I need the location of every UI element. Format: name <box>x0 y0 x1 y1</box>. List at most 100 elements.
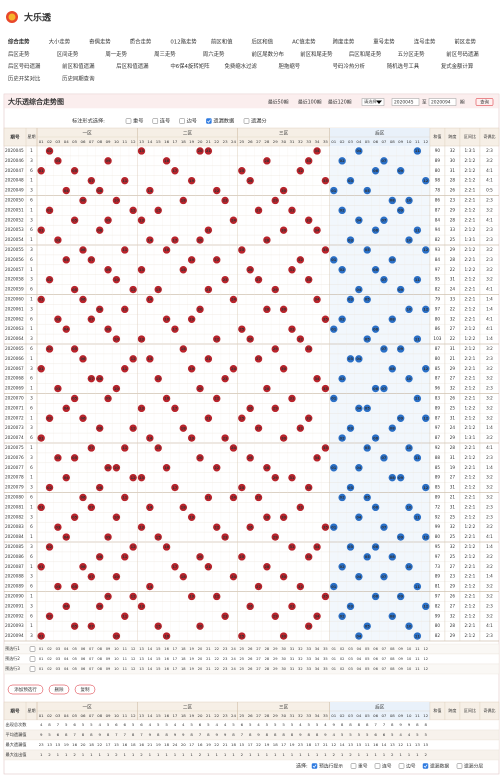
prediction-number[interactable]: 04 <box>64 647 69 651</box>
prediction-number[interactable]: 23 <box>223 657 228 661</box>
prediction-number[interactable]: 02 <box>340 657 345 661</box>
prediction-number[interactable]: 10 <box>114 657 119 661</box>
prediction-number[interactable]: 15 <box>156 667 161 671</box>
prediction-number[interactable]: 07 <box>382 647 387 651</box>
prediction-number[interactable]: 29 <box>273 647 278 651</box>
prediction-number[interactable]: 24 <box>231 657 236 661</box>
prediction-number[interactable]: 31 <box>290 667 295 671</box>
prediction-number[interactable]: 35 <box>323 647 328 651</box>
prediction-number[interactable]: 03 <box>348 657 353 661</box>
input-box[interactable] <box>428 98 457 106</box>
nav-link[interactable]: 跨度走势 <box>333 38 355 46</box>
prediction-number[interactable]: 10 <box>407 667 412 671</box>
prediction-number[interactable]: 32 <box>298 657 303 661</box>
prediction-number[interactable]: 12 <box>131 647 136 651</box>
prediction-number[interactable]: 33 <box>306 667 311 671</box>
prediction-number[interactable]: 20 <box>198 667 203 671</box>
prediction-number[interactable]: 13 <box>139 667 144 671</box>
nav-link[interactable]: 前区和值遗漏 <box>62 62 95 70</box>
nav-link[interactable]: 后区走势 <box>8 50 30 58</box>
nav-link[interactable]: 综合走势 <box>8 38 30 46</box>
prediction-number[interactable]: 30 <box>281 667 286 671</box>
recent-link[interactable]: 最近50期 <box>268 99 289 106</box>
option-text[interactable]: 遗漏数据 <box>213 117 234 125</box>
checkbox[interactable] <box>350 763 357 769</box>
prediction-number[interactable]: 04 <box>64 657 69 661</box>
prediction-number[interactable]: 07 <box>89 647 94 651</box>
prediction-number[interactable]: 12 <box>423 647 428 651</box>
prediction-number[interactable]: 11 <box>122 667 127 671</box>
prediction-number[interactable]: 20 <box>198 647 203 651</box>
prediction-number[interactable]: 25 <box>240 657 245 661</box>
prediction-number[interactable]: 19 <box>189 657 194 661</box>
prediction-number[interactable]: 21 <box>206 647 211 651</box>
prediction-number[interactable]: 08 <box>97 657 102 661</box>
footer-option[interactable]: 遗漏数据 <box>430 763 449 770</box>
prediction-number[interactable]: 33 <box>306 657 311 661</box>
button-text[interactable]: 添加预选行 <box>14 686 37 693</box>
prediction-number[interactable]: 11 <box>415 647 420 651</box>
prediction-number[interactable]: 27 <box>256 647 261 651</box>
checkbox[interactable] <box>29 666 36 672</box>
prediction-number[interactable]: 15 <box>156 647 161 651</box>
nav-link[interactable]: 012路走势 <box>170 38 197 46</box>
prediction-number[interactable]: 02 <box>47 647 52 651</box>
prediction-number[interactable]: 19 <box>189 647 194 651</box>
prediction-number[interactable]: 21 <box>206 667 211 671</box>
nav-link[interactable]: 后区号码遗漏 <box>8 62 41 70</box>
prediction-number[interactable]: 02 <box>340 667 345 671</box>
footer-option[interactable]: 重号 <box>358 763 368 770</box>
prediction-number[interactable]: 32 <box>298 647 303 651</box>
nav-link[interactable]: 号码冷热分析 <box>333 62 366 70</box>
input-from[interactable]: 2020045 <box>394 100 414 106</box>
prediction-number[interactable]: 17 <box>173 657 178 661</box>
nav-link[interactable]: 胆拖缩号 <box>279 62 301 70</box>
prediction-number[interactable]: 27 <box>256 657 261 661</box>
prediction-number[interactable]: 10 <box>114 647 119 651</box>
prediction-number[interactable]: 18 <box>181 667 186 671</box>
prediction-number[interactable]: 18 <box>181 647 186 651</box>
checkbox[interactable] <box>456 763 463 769</box>
prediction-number[interactable]: 11 <box>122 647 127 651</box>
prediction-number[interactable]: 16 <box>164 657 169 661</box>
prediction-number[interactable]: 28 <box>265 657 270 661</box>
prediction-number[interactable]: 01 <box>39 657 44 661</box>
prediction-number[interactable]: 12 <box>423 667 428 671</box>
prediction-number[interactable]: 16 <box>164 667 169 671</box>
prediction-number[interactable]: 05 <box>365 667 370 671</box>
nav-link[interactable]: 历史开奖对比 <box>8 74 41 82</box>
nav-link[interactable]: 周六走势 <box>203 50 225 58</box>
nav-link[interactable]: 前区和值 <box>211 38 233 46</box>
checkbox[interactable] <box>311 763 318 769</box>
prediction-number[interactable]: 04 <box>357 657 362 661</box>
prediction-number[interactable]: 26 <box>248 667 253 671</box>
checkbox[interactable] <box>374 763 381 769</box>
prediction-number[interactable]: 07 <box>382 667 387 671</box>
prediction-number[interactable]: 10 <box>114 667 119 671</box>
prediction-number[interactable]: 12 <box>131 667 136 671</box>
prediction-number[interactable]: 24 <box>231 647 236 651</box>
prediction-number[interactable]: 06 <box>373 657 378 661</box>
prediction-number[interactable]: 24 <box>231 667 236 671</box>
prediction-number[interactable]: 09 <box>106 647 111 651</box>
prediction-number[interactable]: 15 <box>156 657 161 661</box>
prediction-number[interactable]: 09 <box>398 667 403 671</box>
prediction-number[interactable]: 34 <box>315 657 320 661</box>
prediction-number[interactable]: 01 <box>331 667 336 671</box>
prediction-number[interactable]: 10 <box>407 657 412 661</box>
prediction-number[interactable]: 25 <box>240 667 245 671</box>
prediction-number[interactable]: 06 <box>81 647 86 651</box>
prediction-number[interactable]: 08 <box>97 647 102 651</box>
prediction-number[interactable]: 03 <box>56 647 61 651</box>
prediction-number[interactable]: 10 <box>407 647 412 651</box>
nav-link[interactable]: 质合走势 <box>130 38 152 46</box>
prediction-number[interactable]: 01 <box>331 647 336 651</box>
recent-link[interactable]: 最近100期 <box>298 99 322 106</box>
prediction-number[interactable]: 29 <box>273 667 278 671</box>
prediction-number[interactable]: 03 <box>348 667 353 671</box>
prediction-number[interactable]: 09 <box>106 667 111 671</box>
select-text[interactable]: 请选择 <box>364 98 377 105</box>
checkbox[interactable] <box>398 763 405 769</box>
prediction-number[interactable]: 26 <box>248 647 253 651</box>
prediction-number[interactable]: 04 <box>357 667 362 671</box>
